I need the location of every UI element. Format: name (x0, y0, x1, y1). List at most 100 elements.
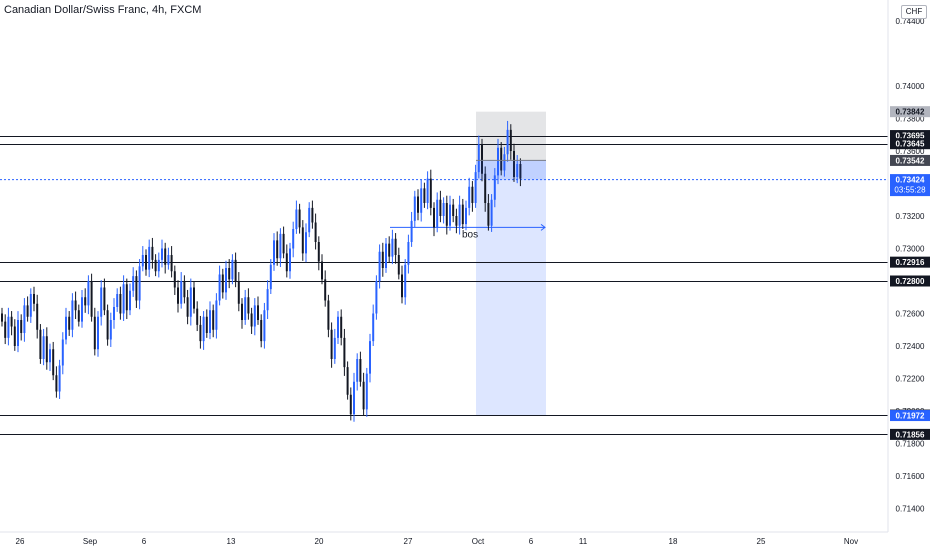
candle-body (193, 287, 195, 309)
candle-body (109, 320, 112, 340)
candle-body (487, 203, 490, 226)
candle-body (221, 274, 224, 293)
candle-body (122, 284, 125, 314)
candle-body (154, 259, 157, 272)
candle-body (333, 337, 336, 359)
candle-body (23, 305, 26, 333)
price-tick-label: 0.71400 (896, 505, 925, 514)
candle-body (340, 316, 343, 338)
time-tick-label: 25 (757, 537, 766, 546)
candle-body (407, 242, 410, 265)
currency-badge[interactable]: CHF (901, 5, 927, 19)
price-tick-label: 0.73800 (896, 115, 925, 124)
candle-body (125, 284, 128, 311)
price-tick-label: 0.71800 (896, 440, 925, 449)
candle-body (170, 255, 173, 272)
time-tick-label: Nov (844, 537, 858, 546)
candle-body (49, 349, 51, 363)
candle-body (161, 248, 163, 260)
candle-body (269, 264, 272, 290)
candle-body (103, 287, 106, 311)
candle-body (404, 264, 407, 298)
time-axis: 26 Sep 6 13 20 27 Oct 6 11 18 25 Nov (16, 537, 859, 546)
price-tick-label: 0.72600 (896, 310, 925, 319)
candle-body (17, 320, 19, 346)
candle-body (385, 243, 387, 268)
candle-body (356, 359, 359, 382)
candle-body (445, 203, 448, 226)
candle-body (295, 209, 298, 229)
position-target-zone (476, 160, 546, 416)
candle-body (500, 147, 503, 171)
candle-body (225, 268, 227, 293)
candle-body (90, 281, 93, 317)
bos-label: bos (462, 229, 478, 240)
bos-marker: bos (390, 223, 546, 240)
candle-body (516, 164, 519, 177)
candle-body (135, 276, 138, 301)
candle-body (324, 279, 327, 301)
candle-body (218, 274, 221, 301)
candle-body (180, 281, 183, 304)
candle-body (183, 281, 186, 298)
candle-body (7, 316, 10, 338)
candle-body (4, 321, 7, 338)
candle-body (458, 204, 461, 226)
candle-body (477, 144, 480, 173)
price-label-bg (890, 174, 930, 197)
candle-body (311, 207, 314, 223)
candle-body (420, 188, 423, 213)
candle-body (205, 316, 208, 333)
candle-body (481, 144, 483, 174)
price-label-bg (890, 275, 930, 287)
candle-body (455, 216, 458, 226)
price-tick-label: 0.72400 (896, 342, 925, 351)
candle-body (433, 207, 435, 228)
candle-body (474, 172, 477, 203)
candle-body (442, 203, 445, 216)
time-tick-label: Oct (472, 537, 485, 546)
candle-body (177, 287, 179, 304)
candle-body (209, 310, 211, 333)
price-scale-bg (888, 0, 932, 550)
bos-arrow-icon (540, 223, 546, 231)
time-tick-label: 11 (579, 537, 588, 546)
candle-body (84, 297, 87, 306)
chart-title: Canadian Dollar/Swiss Franc, 4h, FXCM (4, 4, 202, 16)
time-tick-label: 13 (227, 537, 236, 546)
candle-body (247, 297, 250, 314)
candle-body (237, 281, 240, 304)
time-tick-label: Sep (83, 537, 98, 546)
time-tick-label: 18 (669, 537, 678, 546)
candle-body (327, 300, 330, 330)
price-label-bg (890, 410, 930, 422)
candle-body (378, 251, 381, 281)
candle-body (93, 316, 96, 350)
price-label: 0.73695 (896, 132, 925, 141)
candle-body (164, 248, 167, 265)
horizontal-levels (0, 136, 888, 435)
candle-body (321, 261, 323, 280)
candle-body (394, 238, 397, 255)
price-tick-label: 0.73000 (896, 245, 925, 254)
candle-body (423, 188, 426, 203)
price-label-bg (890, 130, 930, 142)
candle-body (289, 248, 291, 272)
candle-body (61, 339, 64, 366)
candle-body (317, 242, 320, 262)
price-label: 0.71972 (896, 412, 925, 421)
candle-body (509, 129, 512, 151)
candle-body (167, 255, 170, 265)
candle-body (29, 294, 32, 317)
candle-body (266, 289, 269, 311)
candle-body (97, 316, 99, 350)
candle-body (116, 294, 119, 307)
candle-body (285, 253, 288, 272)
candle-body (1, 313, 3, 322)
candle-body (468, 186, 471, 208)
candle-body (173, 271, 176, 288)
candle-body (58, 365, 61, 392)
candle-body (148, 246, 151, 270)
